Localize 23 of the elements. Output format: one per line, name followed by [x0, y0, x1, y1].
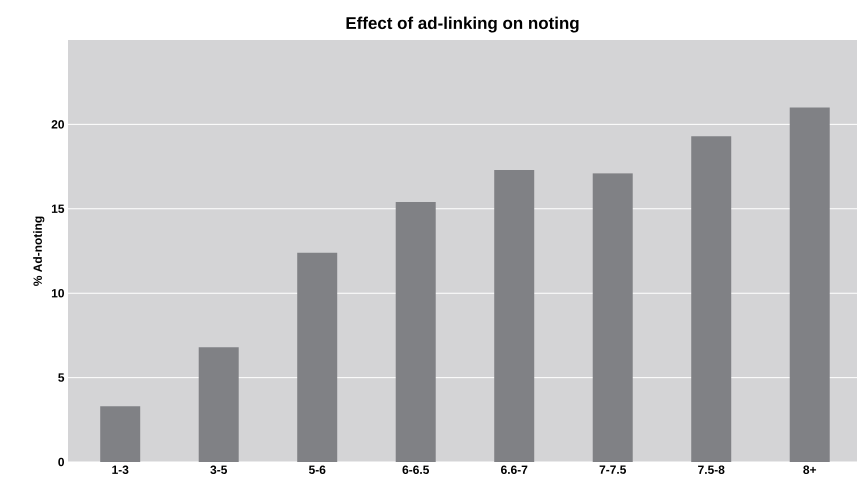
y-tick-label: 20 — [52, 120, 64, 129]
bar — [100, 406, 140, 462]
bar — [198, 347, 239, 462]
bar — [494, 170, 534, 462]
y-tick-label: 10 — [52, 288, 64, 298]
bar — [790, 108, 830, 462]
chart-title: Effect of ad-linking on noting — [346, 16, 579, 33]
x-tick-label: 1-3 — [112, 466, 128, 474]
bar — [592, 173, 633, 462]
y-axis-title: % Ad-noting — [33, 216, 44, 286]
y-tick-label: 5 — [58, 373, 64, 382]
x-tick-label: 7.5-8 — [698, 466, 724, 474]
x-tick-label: 5-6 — [308, 466, 326, 474]
bar — [297, 252, 338, 462]
bar — [396, 202, 436, 462]
x-tick-label: 7-7.5 — [600, 466, 626, 474]
bar — [691, 136, 732, 462]
x-tick-label: 3-5 — [210, 466, 228, 474]
y-tick-label: 15 — [52, 204, 64, 213]
x-tick-label: 6.6-7 — [501, 466, 528, 474]
x-tick-label: 8+ — [803, 466, 816, 474]
y-tick-label: 0 — [58, 458, 64, 466]
x-tick-label: 6-6.5 — [402, 466, 429, 474]
